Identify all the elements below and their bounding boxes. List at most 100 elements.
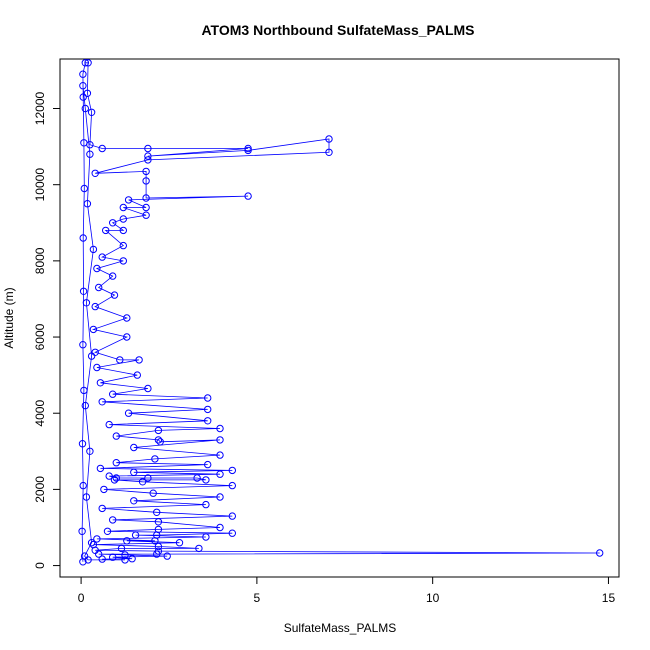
- data-point: [142, 194, 150, 202]
- data-point: [216, 470, 224, 478]
- data-point: [142, 167, 150, 176]
- data-point: [83, 200, 92, 208]
- data-point: [89, 245, 98, 254]
- data-point: [154, 518, 163, 526]
- data-point: [142, 177, 150, 185]
- data-point: [121, 556, 129, 564]
- data-point: [83, 89, 92, 98]
- data-point: [81, 401, 90, 410]
- data-point: [110, 476, 119, 484]
- data-point: [109, 516, 117, 524]
- data-point: [151, 455, 159, 463]
- data-point: [124, 196, 133, 204]
- data-point: [135, 356, 143, 364]
- data-point: [138, 478, 147, 486]
- data-point: [149, 489, 157, 497]
- data-point: [98, 555, 106, 563]
- chart-title: ATOM3 Northbound SulfateMass_PALMS: [201, 22, 474, 38]
- data-point: [216, 523, 224, 532]
- data-point: [109, 390, 117, 398]
- x-tick-label: 15: [602, 591, 616, 605]
- data-point: [596, 549, 604, 557]
- data-point: [153, 550, 161, 558]
- data-point: [80, 386, 88, 395]
- data-point: [79, 287, 88, 295]
- data-point: [79, 481, 87, 490]
- data-point: [87, 352, 96, 360]
- data-point: [102, 226, 110, 235]
- data-point: [87, 108, 96, 117]
- data-point: [112, 459, 121, 467]
- plot-area: [59, 58, 620, 578]
- data-point: [128, 555, 136, 563]
- data-point: [78, 527, 86, 535]
- data-point: [154, 436, 163, 444]
- data-point: [228, 512, 237, 520]
- data-point: [204, 405, 212, 414]
- data-point: [153, 508, 161, 516]
- data-point: [119, 215, 128, 223]
- data-point: [130, 443, 138, 452]
- data-point: [202, 500, 210, 509]
- data-point: [119, 226, 128, 235]
- data-point: [91, 302, 99, 311]
- data-point: [133, 371, 142, 379]
- data-point: [93, 264, 101, 273]
- y-tick-label: 6000: [33, 323, 47, 350]
- data-point: [119, 203, 128, 212]
- y-axis-label: Altitude (m): [2, 287, 16, 348]
- data-point: [228, 481, 237, 490]
- data-point: [325, 135, 333, 143]
- data-point: [175, 539, 184, 547]
- data-point: [81, 104, 90, 113]
- data-point: [78, 440, 87, 448]
- data-point: [100, 485, 108, 494]
- data-point: [142, 211, 150, 219]
- data-point: [103, 527, 112, 535]
- y-tick-label: 8000: [33, 247, 47, 274]
- data-point: [325, 148, 333, 157]
- data-point: [109, 272, 117, 280]
- data-point: [110, 291, 119, 299]
- data-point: [98, 253, 106, 261]
- data-point: [121, 551, 129, 559]
- data-point: [144, 156, 152, 164]
- data-point: [123, 333, 131, 341]
- data-point: [130, 468, 138, 476]
- data-point: [119, 257, 128, 265]
- y-tick-label: 0: [33, 562, 47, 569]
- data-point: [154, 426, 163, 435]
- data-point: [109, 219, 117, 227]
- data-point: [131, 531, 140, 539]
- data-point: [204, 460, 212, 469]
- data-point: [98, 504, 106, 513]
- data-point: [82, 493, 91, 501]
- data-point: [87, 539, 96, 547]
- data-point: [202, 476, 210, 484]
- data-point: [142, 203, 150, 212]
- data-point: [112, 432, 121, 440]
- data-point: [151, 537, 159, 545]
- data-point: [216, 424, 224, 433]
- data-point: [144, 144, 152, 153]
- data-point: [112, 474, 121, 482]
- y-axis: 0 2000 4000 6000 8000 10000 12000: [33, 92, 61, 569]
- data-point: [95, 283, 103, 292]
- data-point: [119, 241, 128, 250]
- x-axis-label: SulfateMass_PALMS: [284, 621, 397, 635]
- data-point: [163, 552, 171, 560]
- y-tick-label: 4000: [33, 400, 47, 427]
- data-point: [117, 544, 126, 553]
- plot-border: [59, 58, 620, 578]
- data-point: [244, 146, 252, 155]
- data-point: [93, 535, 101, 543]
- x-tick-label: 5: [254, 591, 261, 605]
- data-point: [96, 464, 105, 473]
- data-point: [79, 93, 87, 101]
- x-axis: 0 5 10 15: [78, 576, 616, 605]
- data-point: [156, 438, 164, 446]
- series-line: [81, 62, 600, 562]
- data-point: [86, 141, 94, 149]
- data-point: [91, 169, 99, 178]
